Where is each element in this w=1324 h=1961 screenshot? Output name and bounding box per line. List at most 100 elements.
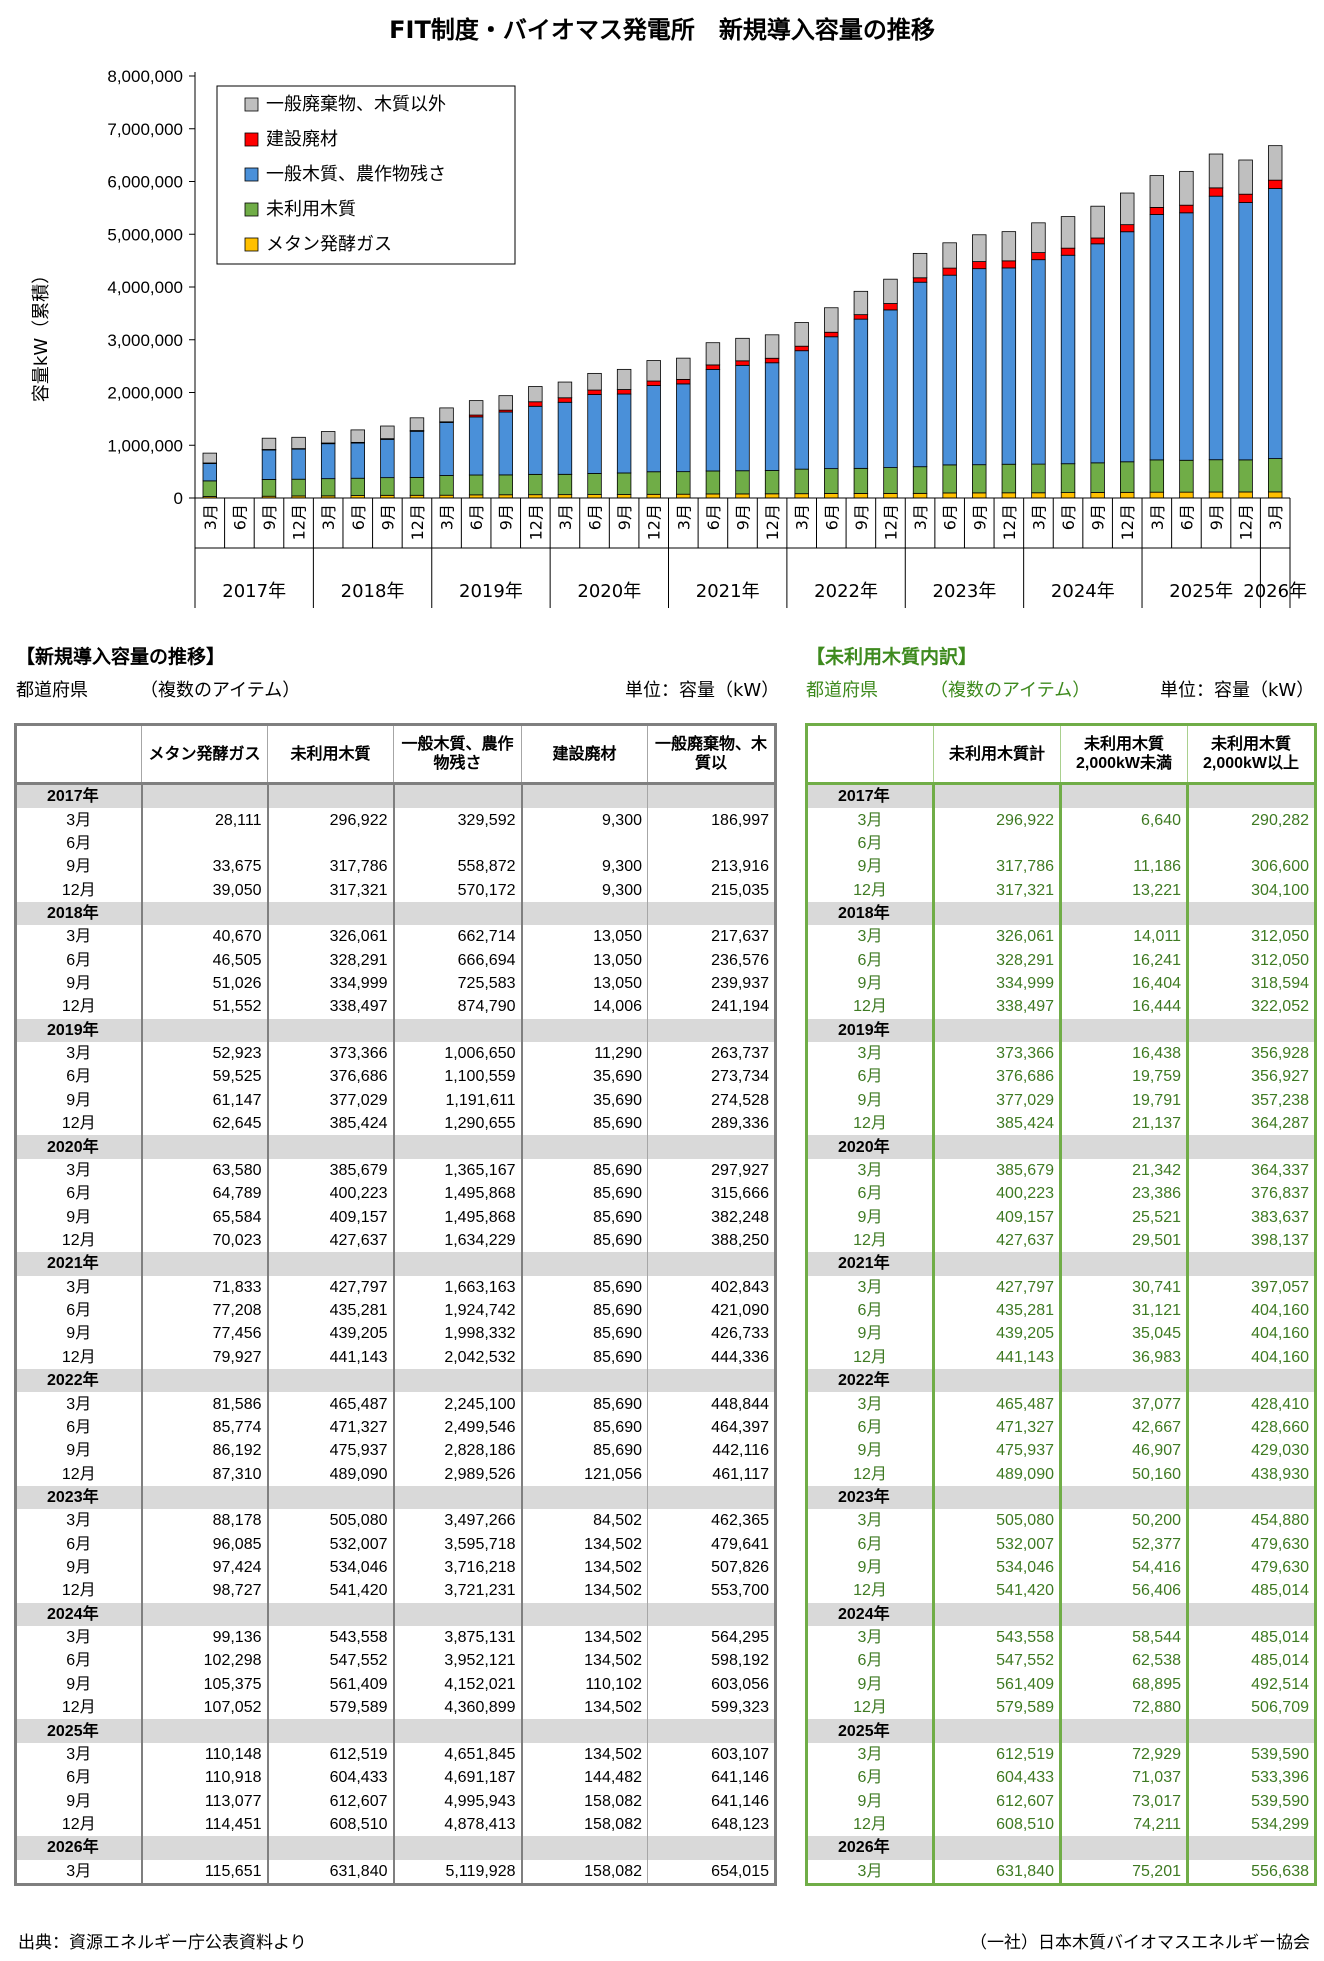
main_table-month-label: 6月 [15, 1065, 142, 1089]
green_table-row: 9月 439,205 35,045 404,160 [806, 1322, 1316, 1346]
green_table-cell: 304,100 [1186, 878, 1316, 902]
main_table-year-cell [647, 783, 776, 809]
main_table-cell: 263,737 [647, 1041, 776, 1066]
main_table-year-cell [521, 1252, 648, 1276]
main_table-year-cell [267, 1719, 394, 1743]
green_table-cell: 435,281 [932, 1298, 1062, 1323]
main_table-year-cell [140, 1602, 269, 1626]
main_table-cell: 1,924,742 [392, 1298, 523, 1323]
main_table-month-label: 9月 [15, 1322, 142, 1346]
main_table-month-label: 9月 [15, 1088, 142, 1113]
bar-segment [1179, 491, 1194, 499]
bar-segment [202, 480, 218, 497]
bar-segment [409, 430, 425, 478]
green_table-year-label: 2019年 [806, 1018, 934, 1042]
main_table-cell: 612,607 [267, 1789, 394, 1813]
main_table-month-label: 3月 [15, 1742, 142, 1767]
bar-segment [942, 464, 957, 494]
x-tick-label: 6月 [467, 504, 486, 530]
main_table-month-label: 3月 [15, 1392, 142, 1416]
bar-segment [735, 493, 750, 499]
green_table-cell: 506,709 [1186, 1696, 1316, 1720]
main-filter-value[interactable]: （複数のアイテム） [140, 680, 301, 701]
green_table-year-cell [1186, 1135, 1316, 1159]
main_table-cell: 382,248 [647, 1205, 776, 1229]
bar-segment [587, 389, 602, 395]
main_table-cell [140, 831, 269, 856]
main_table-year-cell [647, 901, 776, 926]
main_table-year-cell [647, 1252, 776, 1276]
bar-segment [350, 477, 365, 496]
bar-segment [409, 417, 425, 431]
main_table-cell: 113,077 [140, 1789, 269, 1813]
main_table-cell: 471,327 [267, 1415, 394, 1440]
year-label: 2022年 [814, 581, 878, 602]
main_table-cell: 1,495,868 [392, 1205, 523, 1229]
bar-segment [528, 401, 543, 407]
green_table-cell: 376,837 [1186, 1182, 1316, 1206]
main_table-cell: 662,714 [392, 925, 523, 949]
green_table-cell: 11,186 [1060, 855, 1188, 879]
bar-segment [853, 314, 869, 320]
main_table-year-cell [267, 1368, 394, 1393]
year-label: 2024年 [1051, 581, 1115, 602]
main_table-month-label: 6月 [15, 1766, 142, 1790]
y-tick-label: 2,000,000 [107, 384, 183, 403]
main_table-cell: 2,828,186 [392, 1439, 523, 1463]
green_table-year-label: 2022年 [806, 1368, 934, 1393]
green_table-cell: 404,160 [1186, 1322, 1316, 1346]
main-unit-label: 単位：容量（kW） [625, 680, 780, 701]
bar-segment [1090, 243, 1105, 464]
main_table-row: 6月 85,774 471,327 2,499,546 85,690 464,397 [15, 1415, 776, 1440]
main_table-year-cell [267, 901, 394, 926]
main_table-cell: 3,952,121 [392, 1649, 523, 1673]
green_table-cell: 377,029 [932, 1088, 1062, 1113]
main_table-cell: 603,107 [647, 1742, 776, 1767]
main_table-year-cell [140, 1018, 269, 1042]
bar-segment [1238, 159, 1253, 195]
green_table-month-label: 3月 [806, 1041, 934, 1066]
green_table-year-cell [1060, 1836, 1188, 1860]
green_table-row: 3月 505,080 50,200 454,880 [806, 1509, 1316, 1533]
green_table-month-label: 3月 [806, 1275, 934, 1299]
bar-segment [1179, 204, 1194, 214]
green_table-cell: 428,660 [1186, 1415, 1316, 1440]
main_table-cell: 338,497 [267, 995, 394, 1019]
green_table-header-2: 未利用木質 2,000kW未満 [1060, 724, 1188, 785]
bar-segment [557, 397, 573, 403]
green_table-row: 9月 334,999 16,404 318,594 [806, 971, 1316, 996]
bar-segment [912, 277, 928, 283]
green_table-cell: 409,157 [932, 1205, 1062, 1229]
green_table-cell: 427,637 [932, 1228, 1062, 1253]
main_table-cell: 666,694 [392, 948, 523, 972]
bar-segment [380, 477, 395, 496]
main_table-year-cell [392, 1018, 523, 1042]
green_table-cell: 534,046 [932, 1555, 1062, 1580]
main_table-cell: 33,675 [140, 855, 269, 879]
main_table-year-cell [647, 1602, 776, 1626]
main_table-year-cell [140, 1135, 269, 1159]
green_table-cell: 16,404 [1060, 971, 1188, 996]
bar-segment [557, 381, 573, 399]
main_table-cell: 84,502 [521, 1509, 648, 1533]
bar-segment [794, 350, 809, 470]
x-tick-label: 6月 [822, 504, 841, 530]
bar-segment [942, 274, 957, 466]
main_table-year-cell [392, 1252, 523, 1276]
x-tick-label: 9月 [970, 504, 989, 530]
main_table-cell: 603,056 [647, 1672, 776, 1697]
main_table-cell: 1,365,167 [392, 1158, 523, 1183]
x-tick-label: 12月 [763, 504, 782, 540]
main_table-cell: 427,637 [267, 1228, 394, 1253]
main_table-row: 3月 88,178 505,080 3,497,266 84,502 462,365 [15, 1509, 776, 1533]
bar-segment [972, 492, 987, 499]
green_table-cell: 534,299 [1186, 1812, 1316, 1837]
green_table-row: 12月 489,090 50,160 438,930 [806, 1462, 1316, 1486]
main_table-cell: 79,927 [140, 1345, 269, 1369]
green_table-month-label: 6月 [806, 1649, 934, 1673]
main_table-cell: 435,281 [267, 1298, 394, 1323]
green_table-month-label: 12月 [806, 1696, 934, 1720]
green_table-cell: 398,137 [1186, 1228, 1316, 1253]
green-filter-value[interactable]: （複数のアイテム） [930, 680, 1091, 701]
